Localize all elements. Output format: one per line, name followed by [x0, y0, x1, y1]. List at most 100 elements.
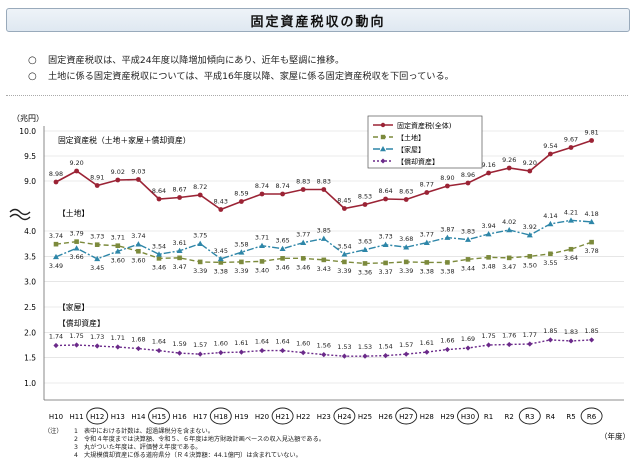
data-point-land — [383, 260, 388, 266]
data-point-total — [403, 197, 409, 202]
data-label-land: 3.39 — [193, 267, 207, 275]
data-label-depreciable: 1.77 — [523, 331, 537, 339]
data-point-total — [362, 202, 368, 207]
y-tick-label: 2.5 — [24, 303, 36, 312]
reassessment-year-circle — [271, 407, 294, 425]
data-label-depreciable: 1.64 — [152, 338, 166, 346]
data-label-depreciable: 1.69 — [461, 335, 475, 343]
data-label-depreciable: 1.56 — [317, 342, 331, 350]
data-point-depreciable — [115, 344, 121, 350]
data-point-total — [486, 170, 491, 176]
data-point-building — [176, 247, 183, 254]
legend-label: 【償却資産】 — [397, 157, 439, 166]
data-label-depreciable: 1.54 — [378, 343, 392, 351]
data-point-total — [527, 168, 533, 174]
page-title-box: 固定資産税収の動向 — [6, 8, 630, 32]
legend-marker — [380, 158, 386, 164]
data-point-land — [239, 259, 244, 265]
reassessment-year-circle — [518, 407, 541, 425]
data-point-total — [383, 196, 388, 202]
x-tick-label: H10 — [49, 413, 63, 421]
data-label-total: 9.16 — [481, 161, 495, 169]
data-label-building: 3.94 — [481, 222, 495, 230]
data-label-building: 3.49 — [49, 262, 63, 270]
data-label-land: 3.40 — [255, 266, 269, 274]
x-tick-label: H29 — [440, 413, 454, 421]
data-point-total — [74, 168, 79, 174]
data-label-building: 3.83 — [461, 228, 475, 236]
data-label-building: 3.61 — [172, 239, 186, 247]
data-label-building: 3.54 — [337, 242, 351, 250]
data-label-building: 3.74 — [131, 232, 145, 240]
unit-label: （兆円） — [12, 113, 44, 123]
data-label-total: 9.20 — [69, 159, 83, 167]
data-point-land — [156, 256, 162, 261]
data-label-land: 3.44 — [461, 264, 475, 272]
data-point-building — [423, 239, 430, 245]
data-point-building — [588, 218, 595, 225]
data-point-depreciable — [197, 351, 203, 357]
data-point-total — [94, 183, 100, 188]
data-point-land — [445, 260, 450, 265]
data-point-total — [506, 165, 512, 171]
data-point-depreciable — [280, 347, 286, 354]
summary-bullet: ○ 固定資産税収は、平成24年度以降増加傾向にあり、近年も堅調に推移。 — [6, 53, 628, 69]
bullet-text: 土地に係る固定資産税収については、平成16年度以降、家屋に係る固定資産税収を下回… — [48, 71, 454, 82]
summary-bullet: ○ 土地に係る固定資産税収については、平成16年度以降、家屋に係る固定資産税収を… — [6, 69, 628, 85]
data-point-total — [465, 180, 471, 186]
reassessment-year-circle — [148, 407, 170, 425]
data-point-depreciable — [424, 349, 430, 355]
data-label-land: 3.39 — [234, 267, 248, 275]
data-label-building: 3.66 — [69, 253, 83, 261]
data-label-depreciable: 1.85 — [543, 327, 557, 335]
data-point-land — [197, 259, 203, 265]
x-tick-label: H15 — [152, 413, 166, 421]
footnote: 2 令和４年度までは決算額、令和５、６年度は地方財政計画ベースの収入見込額である。 — [44, 436, 325, 444]
data-point-total — [156, 196, 162, 202]
data-label-total: 9.67 — [564, 136, 578, 144]
data-label-depreciable: 1.71 — [111, 334, 125, 342]
data-point-land — [465, 257, 471, 262]
data-point-building — [403, 244, 410, 250]
data-point-depreciable — [444, 346, 450, 353]
data-label-building: 3.65 — [275, 237, 289, 245]
x-tick-label: H22 — [296, 413, 310, 421]
data-point-depreciable — [94, 343, 100, 349]
data-point-depreciable — [362, 353, 368, 359]
data-label-land: 3.39 — [337, 267, 351, 275]
series-line-land — [55, 240, 592, 265]
data-point-building — [73, 245, 80, 251]
legend-marker — [380, 122, 386, 128]
data-label-total: 8.74 — [275, 182, 289, 190]
data-point-building — [341, 251, 348, 257]
y-tick-label: 9.0 — [24, 177, 36, 186]
legend-label: 【家屋】 — [397, 145, 425, 154]
y-tick-label: 1.5 — [24, 354, 36, 363]
data-label-land: 3.37 — [378, 268, 392, 276]
footnote-number: 2 — [74, 436, 78, 443]
data-label-total: 9.81 — [584, 129, 598, 137]
data-label-depreciable: 1.57 — [193, 341, 207, 349]
data-label-building: 3.68 — [399, 235, 413, 243]
bullet-mark: ○ — [28, 71, 37, 82]
data-point-total — [342, 206, 347, 211]
data-point-building — [485, 231, 492, 237]
reassessment-year-circle — [457, 407, 479, 425]
data-label-building: 3.45 — [90, 264, 104, 272]
data-point-building — [217, 255, 224, 262]
data-label-depreciable: 1.68 — [131, 336, 145, 344]
data-point-depreciable — [589, 337, 595, 343]
bullet-mark: ○ — [28, 55, 37, 66]
data-point-land — [506, 255, 512, 261]
data-point-depreciable — [506, 341, 512, 348]
data-label-depreciable: 1.73 — [90, 333, 104, 341]
x-tick-label: H19 — [234, 413, 248, 421]
data-label-total: 8.77 — [420, 181, 434, 189]
data-label-land: 3.71 — [111, 234, 125, 242]
data-label-land: 3.55 — [543, 259, 557, 267]
summary-bullets: ○ 固定資産税収は、平成24年度以降増加傾向にあり、近年も堅調に推移。 ○ 土地… — [6, 53, 628, 85]
x-tick-label: H13 — [111, 413, 125, 421]
data-label-land: 3.39 — [399, 267, 413, 275]
data-label-total: 8.43 — [214, 198, 228, 206]
data-label-depreciable: 1.75 — [481, 332, 495, 340]
